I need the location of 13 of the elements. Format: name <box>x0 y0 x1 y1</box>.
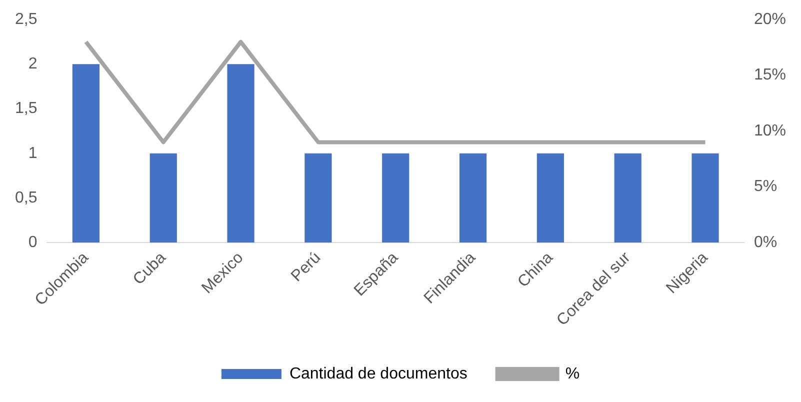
y-tick-label: 1,5 <box>14 100 38 118</box>
y2-tick-label: 10% <box>754 122 786 140</box>
legend-label: % <box>565 365 580 382</box>
y-tick-label: 2,5 <box>14 11 38 28</box>
legend-label: Cantidad de documentos <box>289 365 468 382</box>
y-tick-label: 0,5 <box>14 189 38 206</box>
y2-tick-label: 5% <box>754 178 778 196</box>
y-tick-label: 1 <box>28 144 38 162</box>
y-tick-label: 0 <box>28 234 38 251</box>
y2-tick-label: 15% <box>754 66 786 84</box>
y2-tick-label: 0% <box>754 234 778 251</box>
y-tick-label: 2 <box>28 56 38 73</box>
y2-tick-label: 20% <box>754 11 786 28</box>
